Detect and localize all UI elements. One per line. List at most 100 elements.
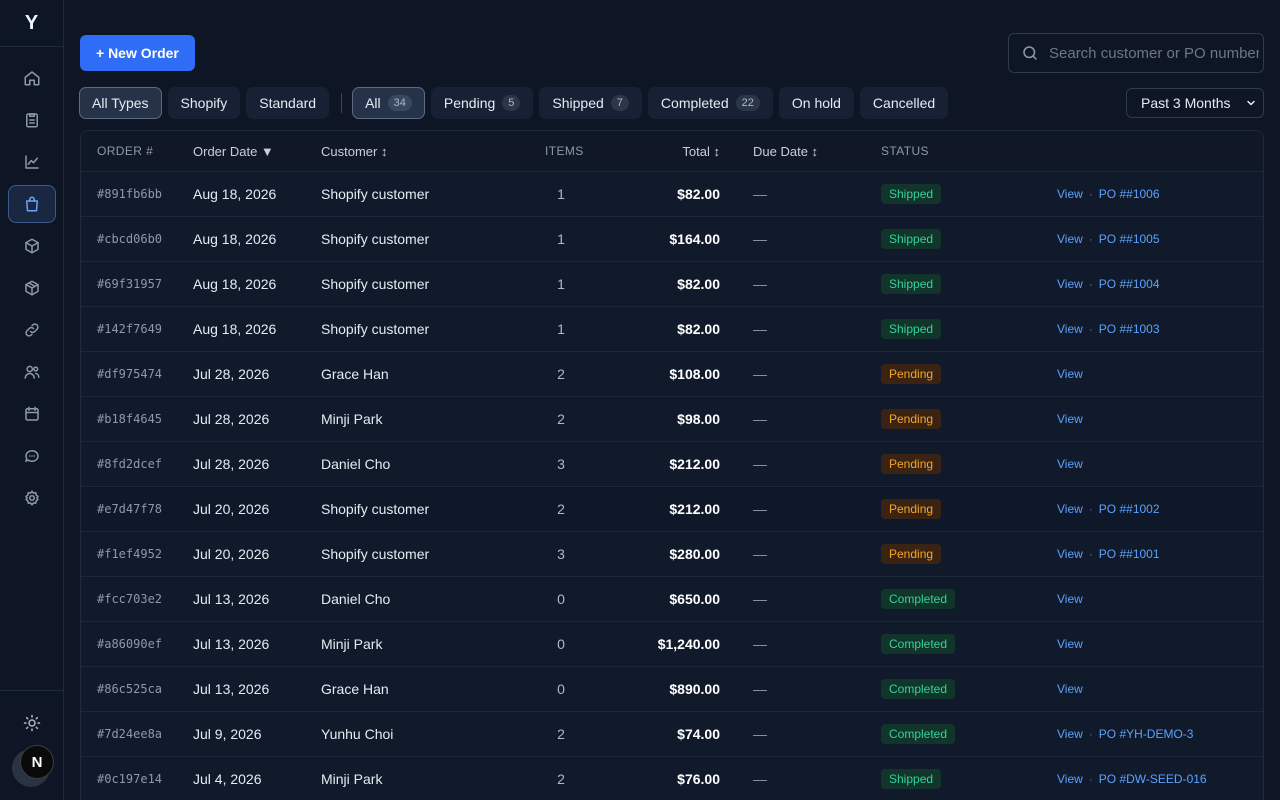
header-total[interactable]: Total ↕ [682,143,720,159]
customer-name: Grace Han [321,366,389,382]
order-number: #142f7649 [97,322,163,336]
table-row[interactable]: #7d24ee8a Jul 9, 2026 Yunhu Choi 2 $74.00 — Co… [81,712,1263,757]
item-count: 1 [557,186,565,202]
new-order-button[interactable]: + New Order [80,35,195,71]
order-date: Aug 18, 2026 [193,186,277,202]
row-actions: View · PO ##1006 [1057,187,1160,201]
filter-status-shipped[interactable]: Shipped 7 [539,86,642,119]
table-row[interactable]: #8fd2dcef Jul 28, 2026 Daniel Cho 3 $212.00 —… [81,442,1263,487]
table-row[interactable]: #cbcd06b0 Aug 18, 2026 Shopify customer 1 $1… [81,217,1263,262]
table-row[interactable]: #891fb6bb Aug 18, 2026 Shopify customer 1 $8… [81,172,1263,217]
order-total: $280.00 [669,546,720,562]
view-link[interactable]: View [1057,412,1083,426]
table-row[interactable]: #0c197e14 Jul 4, 2026 Minji Park 2 $76.00 — Sh… [81,757,1263,800]
order-number: #a86090ef [97,637,163,651]
chip-label: Pending [443,94,496,111]
po-link[interactable]: PO ##1001 [1098,547,1160,561]
view-link[interactable]: View [1057,727,1083,741]
view-link[interactable]: View [1057,322,1083,336]
table-row[interactable]: #f1ef4952 Jul 20, 2026 Shopify customer 3 $2… [81,532,1263,577]
search-input[interactable] [1049,44,1259,62]
table-row[interactable]: #a86090ef Jul 13, 2026 Minji Park 0 $1,240.0… [81,622,1263,667]
sidebar-item-inventory[interactable] [8,269,56,307]
po-link[interactable]: PO ##1002 [1098,502,1160,516]
row-actions: View [1057,457,1083,471]
filter-status-pending[interactable]: Pending 5 [430,86,534,119]
item-count: 1 [557,321,565,337]
box-icon [24,238,39,254]
order-total: $212.00 [669,456,720,472]
header-order-date[interactable]: Order Date ▼ [193,143,274,159]
table-row[interactable]: #142f7649 Aug 18, 2026 Shopify customer 1 $8… [81,307,1263,352]
sidebar-item-calendar[interactable] [8,395,56,433]
table-row[interactable]: #e7d47f78 Jul 20, 2026 Shopify customer 2 $2… [81,487,1263,532]
table-header: ORDER # Order Date ▼ Customer ↕ ITEMS To… [81,131,1263,172]
order-date: Jul 28, 2026 [193,366,270,382]
filter-status-all[interactable]: All 34 [352,86,425,119]
filter-status-cancelled[interactable]: Cancelled [859,86,949,119]
view-link[interactable]: View [1057,187,1083,201]
theme-toggle-button[interactable] [20,711,44,735]
sidebar-item-orders-list[interactable] [8,101,56,139]
filter-type-shopify[interactable]: Shopify [167,86,241,119]
order-number: #8fd2dcef [97,457,163,471]
po-link[interactable]: PO #YH-DEMO-3 [1098,727,1194,741]
table-row[interactable]: #fcc703e2 Jul 13, 2026 Daniel Cho 0 $650.00 —… [81,577,1263,622]
item-count: 2 [557,501,565,517]
view-link[interactable]: View [1057,232,1083,246]
sidebar-nav [0,47,63,519]
date-range-select[interactable]: Past 3 Months [1126,88,1264,118]
view-link[interactable]: View [1057,637,1083,651]
view-link[interactable]: View [1057,502,1083,516]
po-link[interactable]: PO ##1004 [1098,277,1160,291]
chevron-down-icon [1247,100,1255,106]
table-row[interactable]: #df975474 Jul 28, 2026 Grace Han 2 $108.00 — P… [81,352,1263,397]
po-link[interactable]: PO ##1005 [1098,232,1160,246]
view-link[interactable]: View [1057,547,1083,561]
table-row[interactable]: #69f31957 Aug 18, 2026 Shopify customer 1 $8… [81,262,1263,307]
sidebar-item-customers[interactable] [8,353,56,391]
row-actions: View · PO ##1004 [1057,277,1160,291]
table-row[interactable]: #b18f4645 Jul 28, 2026 Minji Park 2 $98.00 — P… [81,397,1263,442]
view-link[interactable]: View [1057,277,1083,291]
item-count: 3 [557,546,565,562]
chip-label: Shopify [180,94,228,111]
app-logo[interactable]: Y [24,11,39,34]
po-link[interactable]: PO ##1003 [1098,322,1160,336]
sidebar-item-analytics[interactable] [8,143,56,181]
order-date: Jul 4, 2026 [193,771,262,787]
view-link[interactable]: View [1057,367,1083,381]
header-status: STATUS [881,144,929,158]
filter-type-all[interactable]: All Types [79,86,162,119]
item-count: 2 [557,411,565,427]
user-avatar[interactable]: N [20,745,54,779]
due-date: — [753,591,767,607]
table-row[interactable]: #86c525ca Jul 13, 2026 Grace Han 0 $890.00 — C… [81,667,1263,712]
header-due-date[interactable]: Due Date ↕ [753,143,819,159]
customer-name: Daniel Cho [321,591,391,607]
view-link[interactable]: View [1057,772,1083,786]
row-actions: View · PO #YH-DEMO-3 [1057,727,1193,741]
sidebar-item-integrations[interactable] [8,311,56,349]
status-badge: Pending [881,544,942,564]
po-link[interactable]: PO #DW-SEED-016 [1098,772,1207,786]
sidebar-item-home[interactable] [8,59,56,97]
status-badge: Pending [881,499,942,519]
item-count: 0 [557,681,565,697]
order-total: $74.00 [677,726,720,742]
view-link[interactable]: View [1057,457,1083,471]
sidebar-item-orders[interactable] [7,185,56,223]
sidebar-item-messages[interactable] [8,437,56,475]
filter-status-on-hold[interactable]: On hold [778,86,854,119]
view-link[interactable]: View [1057,592,1083,606]
sidebar-item-products[interactable] [8,227,56,265]
sidebar-item-settings[interactable] [8,479,56,517]
po-link[interactable]: PO ##1006 [1098,187,1160,201]
header-customer[interactable]: Customer ↕ [321,143,388,159]
row-actions: View · PO ##1002 [1057,502,1160,516]
view-link[interactable]: View [1057,682,1083,696]
orders-table: ORDER # Order Date ▼ Customer ↕ ITEMS To… [80,130,1264,800]
count-badge: 22 [735,94,760,111]
filter-status-completed[interactable]: Completed 22 [647,86,773,119]
filter-type-standard[interactable]: Standard [246,86,330,119]
